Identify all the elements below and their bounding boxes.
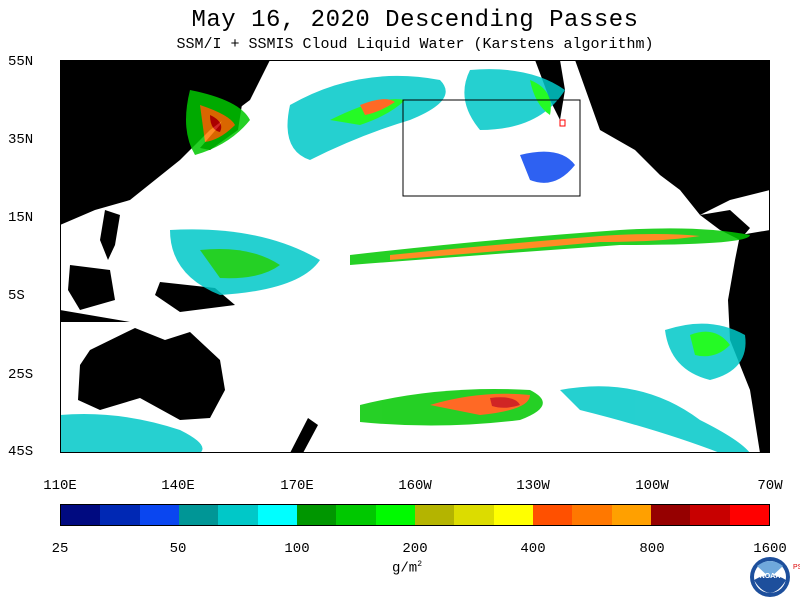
color-scale-segment xyxy=(572,505,612,525)
noaa-logo-text: NOAA xyxy=(760,573,781,580)
lat-label-5s: 5S xyxy=(8,288,25,304)
cloud-water-bands xyxy=(60,69,750,453)
color-scale-segment xyxy=(414,505,455,525)
color-scale-segment xyxy=(729,505,769,525)
scale-tick-1600: 1600 xyxy=(753,541,787,557)
lat-label-45s: 45S xyxy=(8,444,34,460)
color-scale-segment xyxy=(257,505,297,525)
scale-tick-200: 200 xyxy=(402,541,428,557)
color-scale-segment xyxy=(650,505,691,525)
lat-label-15n: 15N xyxy=(8,210,34,226)
land-japan xyxy=(200,85,245,150)
psl-logo-text: PSL xyxy=(793,564,800,571)
color-scale-segment xyxy=(611,505,651,525)
map-title: May 16, 2020 Descending Passes xyxy=(191,7,639,34)
color-scale-segment xyxy=(690,505,730,525)
color-scale-segment xyxy=(139,505,179,525)
scale-tick-100: 100 xyxy=(284,541,310,557)
color-scale-segment xyxy=(296,505,337,525)
lon-label-70w: 70W xyxy=(757,478,783,494)
land-new-zealand xyxy=(290,418,318,453)
color-scale-bar xyxy=(60,504,770,526)
land-north-america xyxy=(575,60,770,215)
land-central-america xyxy=(700,210,750,240)
color-scale-segment xyxy=(532,505,573,525)
lon-label-110e: 110E xyxy=(43,478,77,494)
land-masses xyxy=(60,60,770,453)
station-marker xyxy=(559,119,566,127)
lat-label-35n: 35N xyxy=(8,132,34,148)
noaa-logo-icon: NOAA xyxy=(750,557,790,597)
color-scale-segment xyxy=(454,505,494,525)
lon-label-160w: 160W xyxy=(398,478,432,494)
color-scale-segment xyxy=(61,505,101,525)
scale-tick-25: 25 xyxy=(51,541,69,557)
color-scale-segment xyxy=(178,505,219,525)
color-scale-segment xyxy=(375,505,415,525)
color-scale-segment xyxy=(493,505,533,525)
lon-label-130w: 130W xyxy=(516,478,550,494)
land-south-america xyxy=(728,230,770,453)
south-indian-front xyxy=(60,414,203,453)
lat-label-55n: 55N xyxy=(8,54,34,70)
color-scale-segment xyxy=(336,505,376,525)
lon-label-100w: 100W xyxy=(635,478,669,494)
land-philippines xyxy=(100,210,120,260)
color-scale-segment xyxy=(100,505,140,525)
land-australia xyxy=(78,328,225,420)
analysis-box xyxy=(402,99,581,197)
scale-tick-50: 50 xyxy=(169,541,187,557)
lon-label-170e: 170E xyxy=(280,478,314,494)
lat-label-25s: 25S xyxy=(8,367,34,383)
map-frame xyxy=(60,60,770,453)
land-java xyxy=(60,310,130,322)
map-subtitle: SSM/I + SSMIS Cloud Liquid Water (Karste… xyxy=(176,36,654,53)
lon-label-140e: 140E xyxy=(161,478,195,494)
east-pacific-patch xyxy=(520,151,575,183)
scale-tick-800: 800 xyxy=(639,541,665,557)
scale-tick-400: 400 xyxy=(520,541,546,557)
cloud-water-map xyxy=(60,60,770,453)
color-scale-segment xyxy=(218,505,258,525)
land-borneo xyxy=(68,265,115,310)
units-label: g/m2 xyxy=(392,560,423,577)
se-pacific-band xyxy=(560,386,750,453)
